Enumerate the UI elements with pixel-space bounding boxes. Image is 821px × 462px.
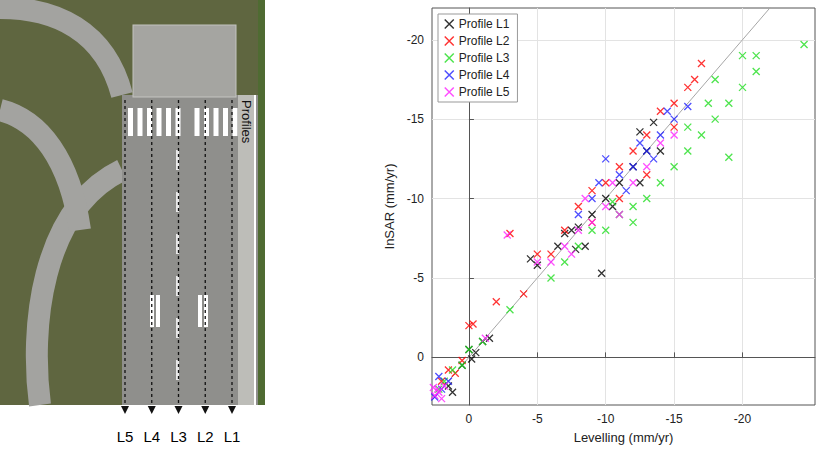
svg-text:Profile L1: Profile L1 <box>459 17 510 31</box>
svg-text:0: 0 <box>417 350 424 364</box>
svg-text:-5: -5 <box>413 271 424 285</box>
svg-text:Profile L3: Profile L3 <box>459 51 510 65</box>
svg-text:L4: L4 <box>143 428 160 445</box>
svg-text:Profiles: Profiles <box>239 100 254 144</box>
svg-text:-20: -20 <box>734 412 752 426</box>
svg-text:InSAR (mm/yr): InSAR (mm/yr) <box>382 164 397 250</box>
svg-text:Profile L5: Profile L5 <box>459 85 510 99</box>
svg-text:Profile L4: Profile L4 <box>459 68 510 82</box>
svg-text:-5: -5 <box>532 412 543 426</box>
svg-text:L2: L2 <box>197 428 214 445</box>
svg-text:Levelling (mm/yr): Levelling (mm/yr) <box>574 430 674 445</box>
svg-text:L1: L1 <box>224 428 241 445</box>
svg-text:-10: -10 <box>597 412 615 426</box>
svg-text:-20: -20 <box>407 33 425 47</box>
svg-text:L5: L5 <box>117 428 134 445</box>
svg-text:-15: -15 <box>665 412 683 426</box>
svg-text:-15: -15 <box>407 112 425 126</box>
svg-text:0: 0 <box>466 412 473 426</box>
svg-text:-10: -10 <box>407 192 425 206</box>
svg-text:Profile L2: Profile L2 <box>459 34 510 48</box>
svg-text:L3: L3 <box>170 428 187 445</box>
